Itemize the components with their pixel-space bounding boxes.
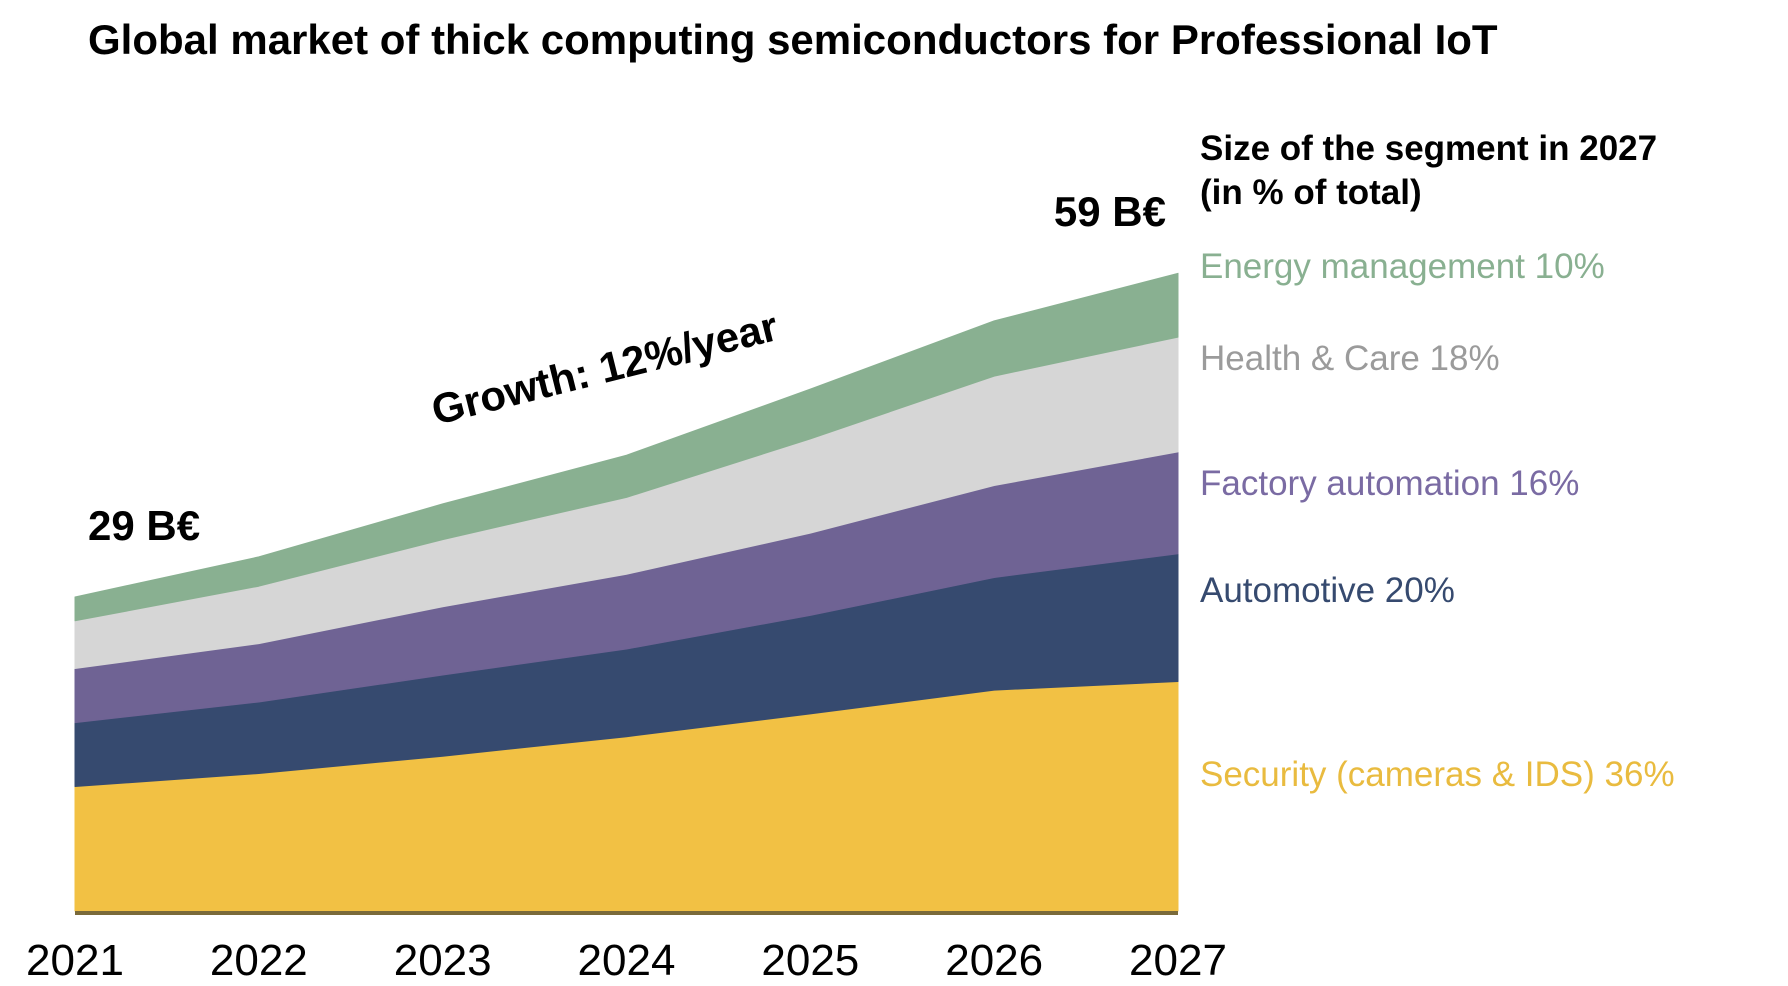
legend-title-line1: Size of the segment in 2027 <box>1200 129 1657 168</box>
legend-item: Automotive 20% <box>1200 571 1455 610</box>
x-tick-label: 2026 <box>945 936 1043 985</box>
start-total-label: 29 B€ <box>88 502 200 549</box>
legend-item: Energy management 10% <box>1200 247 1605 286</box>
x-axis-ticks: 2021 2022 2023 2024 2025 2026 2027 <box>26 936 1227 985</box>
legend-item: Security (cameras & IDS) 36% <box>1200 755 1675 794</box>
end-total-label: 59 B€ <box>1054 188 1166 235</box>
x-tick-label: 2024 <box>578 936 676 985</box>
x-tick-label: 2022 <box>210 936 308 985</box>
legend-item: Health & Care 18% <box>1200 339 1500 378</box>
chart-title: Global market of thick computing semicon… <box>88 16 1498 63</box>
x-tick-label: 2021 <box>26 936 124 985</box>
area-layers <box>74 272 1179 912</box>
legend-title-line2: (in % of total) <box>1200 173 1422 212</box>
legend: Energy management 10% Health & Care 18% Fa… <box>1200 247 1675 794</box>
x-tick-label: 2025 <box>761 936 859 985</box>
x-tick-label: 2023 <box>394 936 492 985</box>
x-tick-label: 2027 <box>1129 936 1227 985</box>
area-energy-management <box>74 272 1179 622</box>
legend-item: Factory automation 16% <box>1200 464 1579 503</box>
growth-annotation: Growth: 12%/year <box>427 302 783 433</box>
